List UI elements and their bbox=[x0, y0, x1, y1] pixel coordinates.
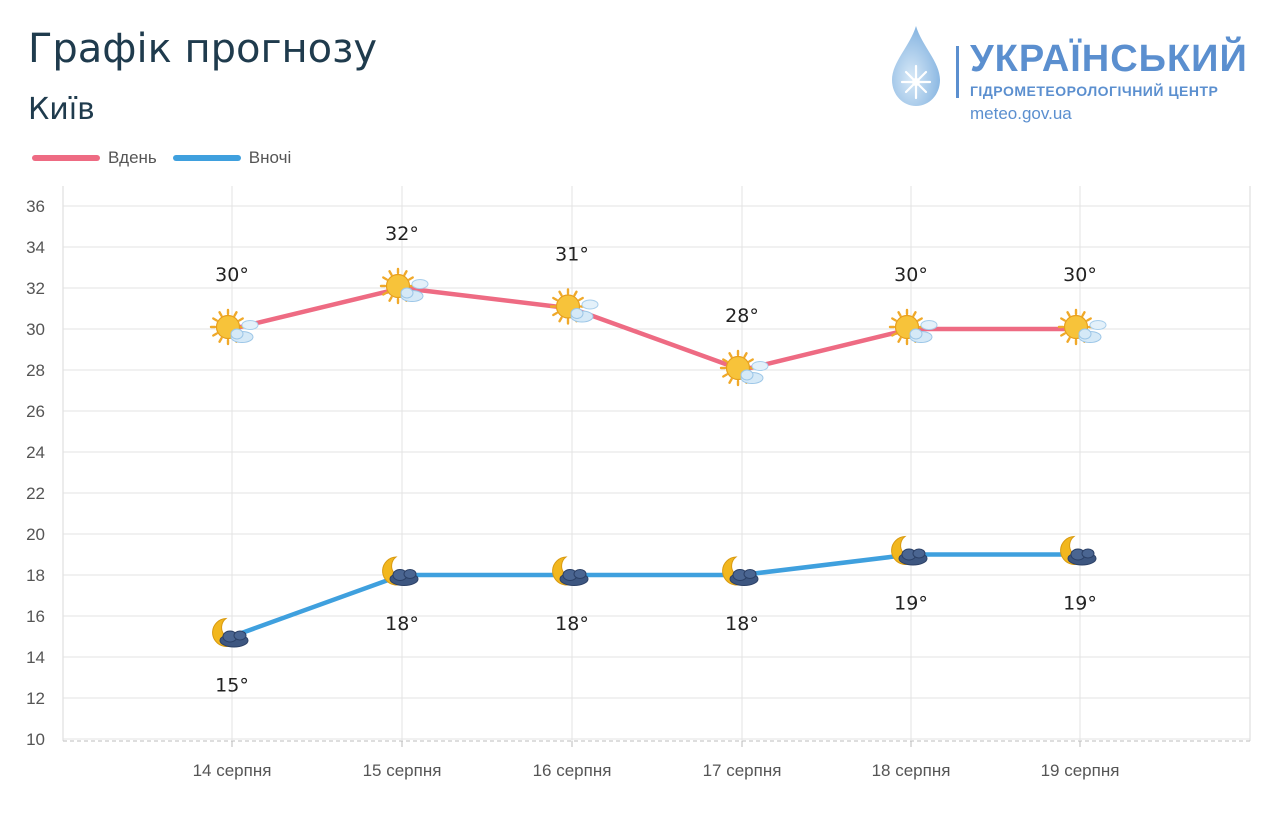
y-tick-label: 26 bbox=[26, 402, 45, 421]
water-drop-icon bbox=[892, 26, 940, 106]
data-point-day-sun-with-cloud-icon bbox=[379, 267, 429, 305]
legend-item-day[interactable]: Вдень bbox=[32, 148, 157, 168]
legend-item-night[interactable]: Вночі bbox=[172, 148, 292, 168]
data-point-night-moon-with-cloud-icon bbox=[891, 535, 928, 566]
data-point-day-sun-with-cloud-icon bbox=[209, 308, 259, 346]
legend-label-day: Вдень bbox=[108, 148, 157, 167]
data-label-day: 30° bbox=[215, 264, 249, 286]
data-point-night-moon-with-cloud-icon bbox=[552, 556, 589, 586]
y-tick-label: 10 bbox=[26, 730, 45, 749]
data-point-night-moon-with-cloud-icon bbox=[1060, 535, 1097, 566]
data-point-day-sun-with-cloud-icon bbox=[888, 308, 938, 346]
y-tick-label: 34 bbox=[26, 238, 45, 257]
y-tick-label: 20 bbox=[26, 525, 45, 544]
series-line-night bbox=[229, 552, 1083, 639]
data-label-night: 18° bbox=[555, 613, 589, 635]
y-tick-label: 28 bbox=[26, 361, 45, 380]
data-label-night: 18° bbox=[385, 613, 419, 635]
data-label-night: 18° bbox=[725, 613, 759, 635]
data-label-day: 30° bbox=[894, 264, 928, 286]
chart-title: Графік прогнозу bbox=[28, 26, 378, 72]
x-tick-label: 18 серпня bbox=[872, 761, 951, 780]
x-tick-label: 14 серпня bbox=[193, 761, 272, 780]
data-label-night: 19° bbox=[1063, 593, 1097, 615]
y-tick-label: 18 bbox=[26, 566, 45, 585]
y-tick-label: 36 bbox=[26, 197, 45, 216]
x-tick-label: 16 серпня bbox=[533, 761, 612, 780]
city-name: Київ bbox=[28, 92, 95, 127]
legend-label-night: Вночі bbox=[248, 148, 292, 167]
logo-divider bbox=[956, 46, 959, 98]
y-tick-label: 12 bbox=[26, 689, 45, 708]
y-tick-label: 30 bbox=[26, 320, 45, 339]
x-tick-label: 17 серпня bbox=[703, 761, 782, 780]
data-point-day-sun-with-cloud-icon bbox=[549, 288, 599, 325]
legend-swatch-night bbox=[172, 155, 241, 161]
hydromet-logo: УКРАЇНСЬКИЙ ГІДРОМЕТЕОРОЛОГІЧНИЙ ЦЕНТР m… bbox=[888, 24, 1258, 134]
data-point-night-moon-with-cloud-icon bbox=[212, 617, 249, 648]
y-tick-label: 32 bbox=[26, 279, 45, 298]
logo-url[interactable]: meteo.gov.ua bbox=[970, 104, 1072, 123]
logo-subtitle: ГІДРОМЕТЕОРОЛОГІЧНИЙ ЦЕНТР bbox=[970, 83, 1219, 99]
data-point-night-moon-with-cloud-icon bbox=[722, 556, 759, 586]
data-label-day: 30° bbox=[1063, 264, 1097, 286]
series-line-day bbox=[229, 285, 1083, 373]
data-label-day: 28° bbox=[725, 305, 759, 327]
x-tick-label: 19 серпня bbox=[1041, 761, 1120, 780]
y-tick-label: 22 bbox=[26, 484, 45, 503]
data-label-night: 15° bbox=[215, 675, 249, 697]
legend-swatch-day bbox=[32, 155, 100, 161]
data-label-day: 32° bbox=[385, 223, 419, 245]
y-tick-label: 24 bbox=[26, 443, 45, 462]
data-point-night-moon-with-cloud-icon bbox=[382, 556, 419, 586]
y-tick-label: 16 bbox=[26, 607, 45, 626]
x-tick-label: 15 серпня bbox=[363, 761, 442, 780]
logo-name: УКРАЇНСЬКИЙ bbox=[970, 38, 1248, 80]
y-tick-label: 14 bbox=[26, 648, 45, 667]
data-label-night: 19° bbox=[894, 593, 928, 615]
data-point-day-sun-with-cloud-icon bbox=[719, 349, 769, 387]
chart-legend: Вдень Вночі bbox=[32, 148, 307, 168]
data-point-day-sun-with-cloud-icon bbox=[1057, 308, 1107, 346]
data-label-day: 31° bbox=[555, 244, 589, 266]
